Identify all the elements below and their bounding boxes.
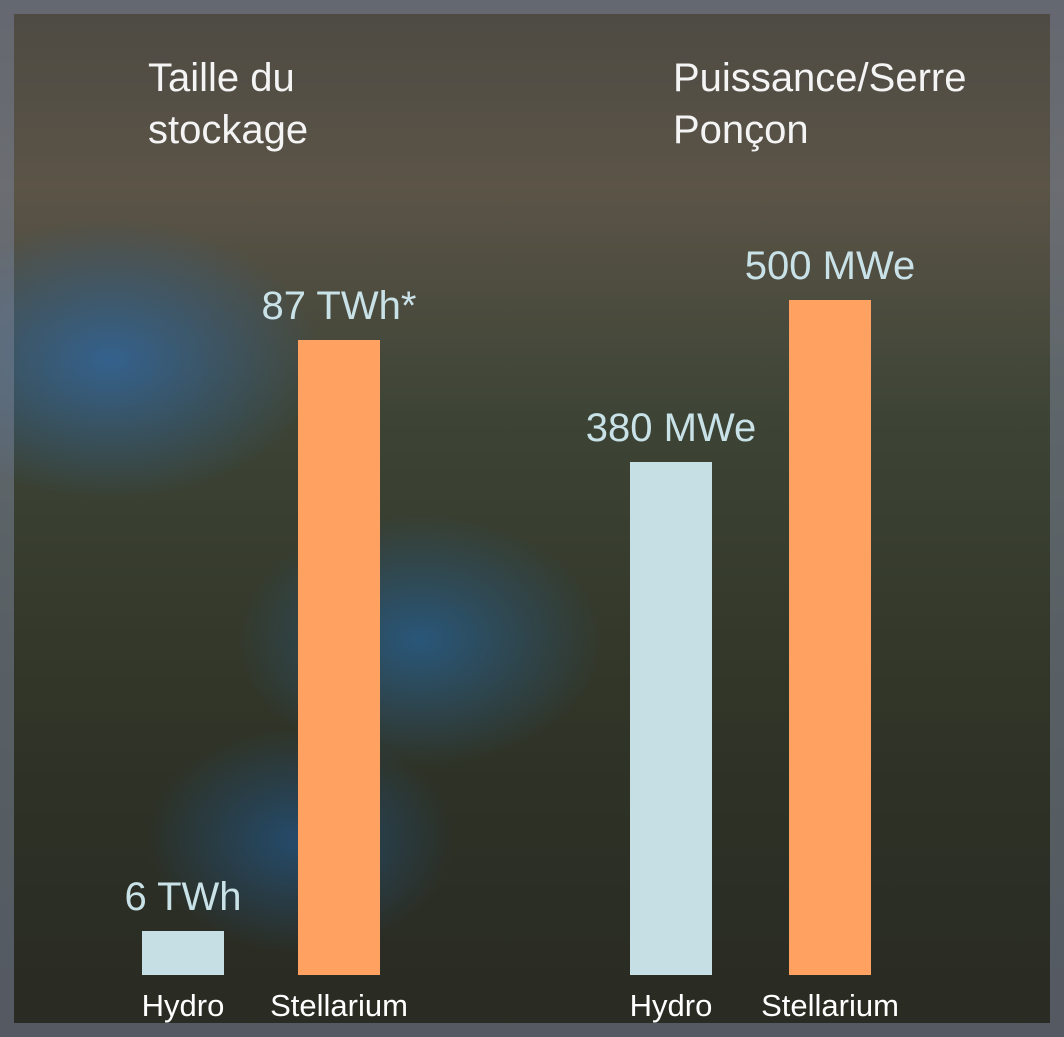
bar — [142, 931, 224, 975]
value-label: 6 TWh — [42, 875, 324, 920]
category-label: Stellarium — [729, 988, 931, 1024]
value-label: 380 MWe — [530, 406, 812, 451]
bar — [298, 340, 380, 975]
bar — [789, 300, 871, 975]
value-label: 500 MWe — [689, 244, 971, 289]
category-label: Stellarium — [238, 988, 440, 1024]
chart-title: Taille du stockage — [148, 52, 368, 156]
chart-title: Puissance/Serre Ponçon — [673, 52, 1043, 156]
value-label: 87 TWh* — [198, 284, 480, 329]
bar — [630, 462, 712, 975]
slide: Taille du stockage6 TWhHydro87 TWh*Stell… — [0, 0, 1064, 1037]
